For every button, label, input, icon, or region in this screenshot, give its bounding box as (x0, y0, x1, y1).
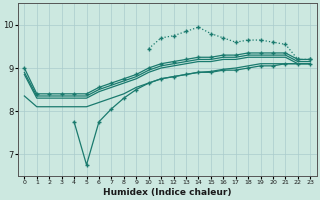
X-axis label: Humidex (Indice chaleur): Humidex (Indice chaleur) (103, 188, 232, 197)
